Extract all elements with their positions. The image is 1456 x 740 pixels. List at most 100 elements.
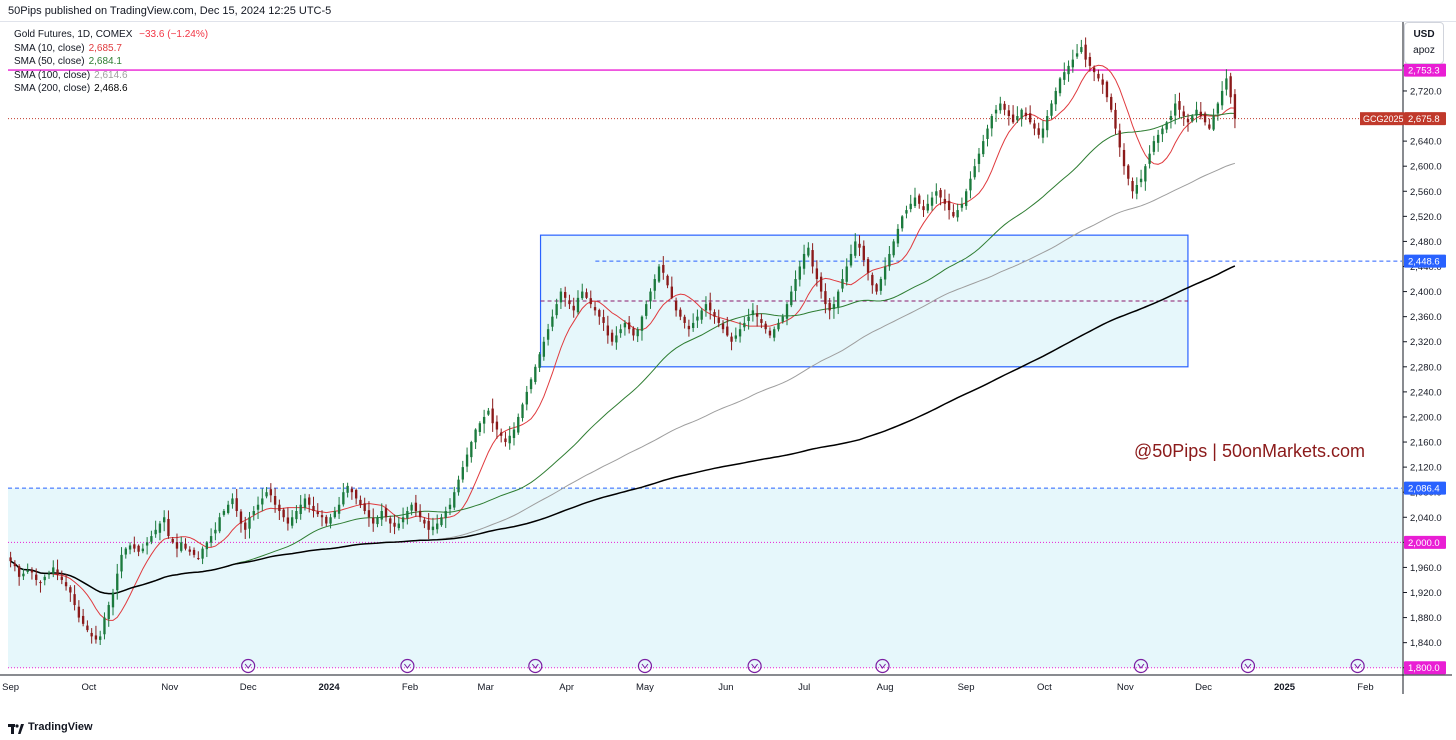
candle-body — [854, 241, 857, 256]
price-tick-label: 1,920.0 — [1410, 588, 1442, 599]
candle-body — [188, 549, 191, 552]
tradingview-brand: TradingView — [28, 721, 93, 733]
event-marker-icon — [400, 658, 415, 674]
candle-body — [896, 228, 900, 244]
chart-svg[interactable]: 1,800.0 1,840.0 1,880.0 1,920.0 1,960.0 2,000… — [0, 22, 1456, 712]
candle-body — [922, 206, 925, 211]
candle-body — [22, 573, 25, 577]
candle-body — [192, 549, 196, 555]
candle-body — [866, 259, 870, 273]
candle-body — [1041, 128, 1045, 138]
candle-body — [657, 266, 661, 282]
candle-body — [525, 391, 528, 405]
candle-body — [824, 291, 827, 305]
candle-body — [316, 511, 319, 515]
candle-body — [521, 404, 524, 419]
candle-body — [1033, 123, 1036, 129]
price-tick-label: 2,720.0 — [1410, 86, 1442, 97]
candle-body — [261, 498, 264, 505]
candle-body — [1195, 109, 1198, 116]
candle-body — [43, 576, 46, 581]
candle-body — [273, 496, 277, 505]
currency-selector[interactable]: USD apoz — [1404, 22, 1444, 64]
candle-body — [559, 291, 563, 303]
candle-body — [418, 510, 422, 518]
candle-body — [879, 279, 883, 291]
candle-body — [1028, 113, 1032, 123]
candle-body — [81, 615, 85, 624]
candle-body — [26, 570, 29, 572]
event-marker-icon — [747, 658, 762, 674]
candle-body — [504, 438, 507, 443]
legend-sma-value: 2,614.6 — [94, 69, 128, 81]
candle-body — [589, 298, 592, 305]
candle-body — [713, 312, 716, 317]
candle-body — [960, 203, 964, 208]
candle-body — [163, 517, 166, 523]
candle-body — [1131, 181, 1134, 192]
candle-body — [256, 504, 260, 510]
candle-body — [965, 191, 968, 206]
candle-body — [1225, 78, 1228, 90]
candle-body — [116, 573, 119, 591]
candle-body — [1152, 141, 1156, 152]
candle-body — [180, 542, 183, 551]
candle-body — [1139, 178, 1143, 183]
candle-body — [86, 625, 89, 631]
candle-body — [414, 502, 418, 511]
candle-body — [627, 322, 631, 330]
chart-area[interactable]: 1,800.0 1,840.0 1,880.0 1,920.0 1,960.0 2,000… — [0, 22, 1456, 712]
candle-body — [423, 519, 426, 524]
price-tag-label: 2,448.6 — [1408, 257, 1440, 268]
candle-body — [90, 632, 93, 637]
time-tick-label: Oct — [1037, 682, 1052, 693]
candle-body — [1024, 112, 1028, 117]
candle-body — [871, 274, 874, 286]
candle-body — [226, 504, 230, 513]
candle-body — [1063, 72, 1066, 80]
tradingview-logo-icon — [8, 722, 24, 734]
candle-body — [397, 523, 400, 529]
time-tick-label: May — [636, 682, 654, 693]
candle-body — [406, 511, 409, 519]
candle-body — [77, 606, 81, 618]
candle-body — [103, 617, 106, 635]
candle-body — [555, 304, 558, 316]
time-tick-label: Sep — [958, 682, 975, 693]
event-marker-chevron — [879, 663, 886, 669]
currency-code: USD — [1413, 29, 1435, 40]
candle-body — [546, 329, 550, 340]
price-tag-bg — [1404, 535, 1446, 549]
candle-body — [431, 526, 435, 531]
candle-body — [107, 605, 110, 620]
candle-body — [538, 354, 541, 368]
candle-body — [696, 316, 699, 321]
candle-body — [1101, 79, 1104, 85]
event-marker-icon — [637, 658, 653, 674]
candle-body — [909, 203, 912, 210]
price-tick-label: 1,840.0 — [1410, 638, 1442, 649]
candle-body — [1067, 65, 1070, 75]
candle-body — [1007, 110, 1011, 117]
event-marker-chevron — [404, 663, 411, 669]
price-tick-label: 2,560.0 — [1410, 187, 1442, 198]
price-tag-label: 2,675.8 — [1408, 114, 1440, 125]
legend-sma-row: SMA (200, close) 2,468.6 — [14, 82, 212, 96]
candle-body — [572, 305, 575, 311]
candle-body — [354, 489, 358, 499]
candle-body — [60, 576, 63, 580]
price-tags-layer: 2,753.3 2,675.8 GCG2025 2,448.6 2,086.4 2,000… — [1360, 63, 1446, 675]
time-tick-label: Feb — [1357, 682, 1373, 693]
candle-body — [495, 421, 499, 430]
time-tick-label: Dec — [240, 682, 257, 693]
candle-body — [444, 511, 447, 519]
candle-body — [384, 508, 388, 518]
candle-body — [619, 329, 622, 334]
price-tick-label: 2,400.0 — [1410, 287, 1442, 298]
price-tag-label: 2,000.0 — [1408, 538, 1440, 549]
candle-body — [883, 266, 887, 280]
candle-body — [1135, 185, 1138, 194]
tradingview-footer[interactable]: TradingView — [8, 718, 93, 736]
candle-body — [687, 325, 691, 330]
candle-body — [926, 203, 929, 211]
